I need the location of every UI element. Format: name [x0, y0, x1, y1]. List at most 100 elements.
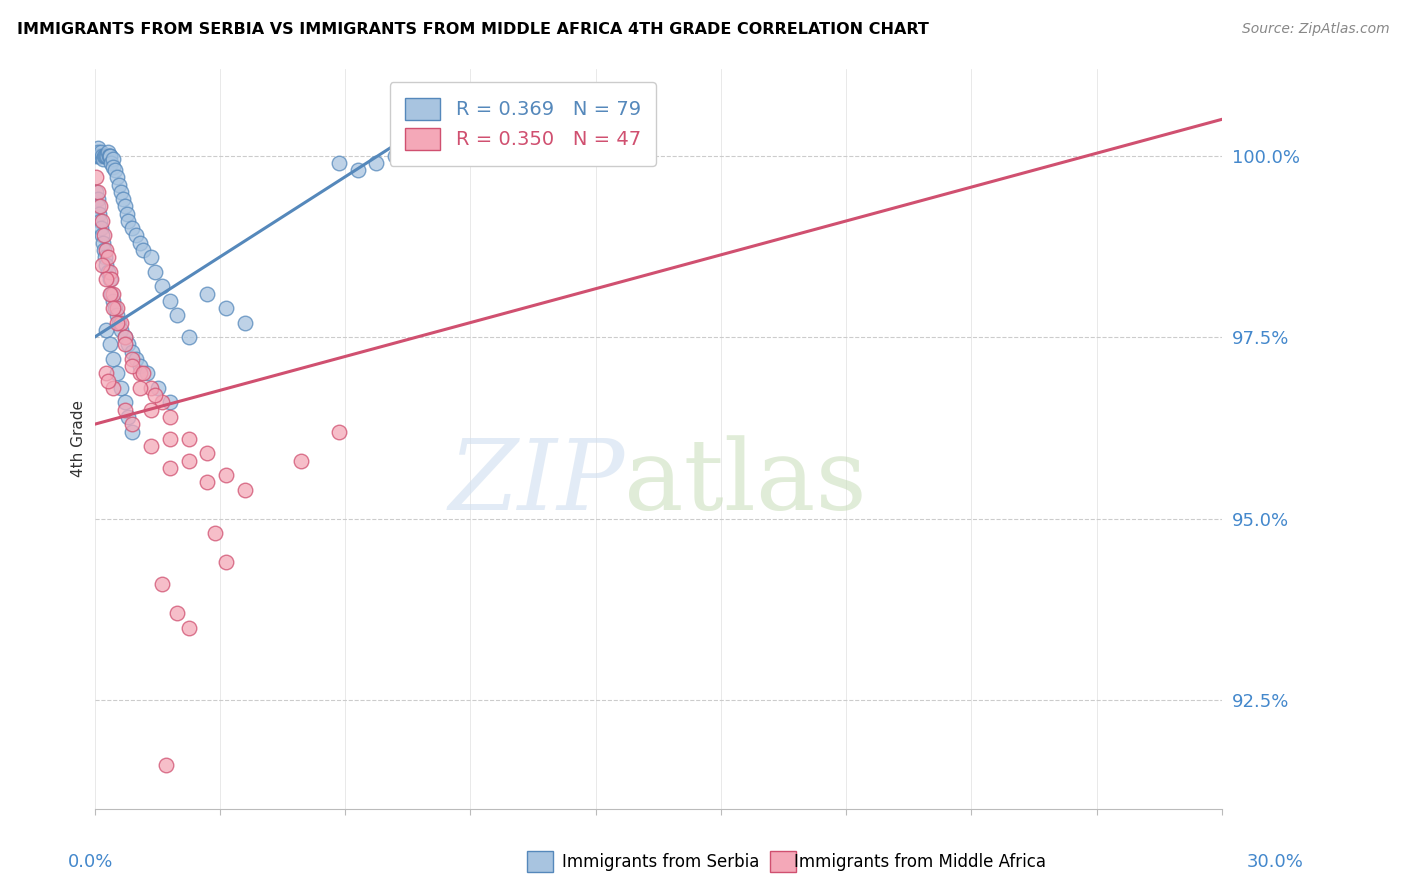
Point: [117, 409, 139, 424]
Point: [94, 250, 117, 264]
Point: [121, 425, 143, 439]
Point: [94, 272, 117, 286]
Point: [117, 214, 139, 228]
Point: [91, 214, 114, 228]
Point: [132, 367, 155, 381]
Point: [97, 250, 120, 264]
Point: [86, 141, 108, 155]
Point: [91, 235, 114, 250]
Point: [98, 265, 121, 279]
Point: [204, 526, 226, 541]
Point: [215, 555, 238, 569]
Point: [290, 453, 312, 467]
Point: [105, 309, 128, 323]
Point: [86, 192, 108, 206]
Point: [177, 330, 200, 344]
Point: [148, 381, 170, 395]
Point: [97, 145, 120, 159]
Point: [117, 337, 139, 351]
Point: [98, 337, 121, 351]
Point: [94, 148, 117, 162]
Point: [103, 293, 125, 308]
Point: [121, 351, 143, 366]
Point: [108, 178, 131, 192]
Point: [128, 381, 150, 395]
Point: [159, 395, 181, 409]
Point: [105, 170, 128, 185]
Point: [166, 309, 188, 323]
Point: [114, 330, 136, 344]
Point: [87, 148, 110, 162]
Point: [121, 221, 143, 235]
Point: [90, 221, 112, 235]
Point: [150, 279, 173, 293]
Point: [94, 323, 117, 337]
Point: [90, 145, 112, 159]
Point: [103, 351, 125, 366]
Point: [114, 199, 136, 213]
Point: [98, 148, 121, 162]
Point: [100, 272, 122, 286]
Point: [125, 228, 148, 243]
Point: [114, 337, 136, 351]
Point: [139, 250, 162, 264]
Point: [105, 316, 128, 330]
Point: [128, 235, 150, 250]
Point: [87, 207, 110, 221]
Point: [114, 395, 136, 409]
Point: [87, 199, 110, 213]
Point: [97, 148, 120, 162]
Point: [114, 330, 136, 344]
Point: [98, 148, 121, 162]
Point: [86, 185, 108, 199]
Point: [87, 185, 110, 199]
Point: [94, 367, 117, 381]
Point: [105, 367, 128, 381]
Point: [384, 148, 406, 162]
Point: [150, 577, 173, 591]
Point: [177, 432, 200, 446]
Point: [105, 301, 128, 315]
Point: [121, 417, 143, 432]
Point: [328, 425, 350, 439]
Point: [128, 359, 150, 373]
Point: [94, 243, 117, 257]
Point: [94, 258, 117, 272]
Text: Source: ZipAtlas.com: Source: ZipAtlas.com: [1241, 22, 1389, 37]
Point: [478, 148, 501, 162]
Point: [93, 148, 115, 162]
Point: [93, 228, 115, 243]
Point: [89, 199, 111, 213]
Point: [155, 758, 177, 772]
Point: [100, 286, 122, 301]
Point: [103, 381, 125, 395]
Point: [94, 148, 117, 162]
Point: [125, 351, 148, 366]
Point: [110, 185, 132, 199]
Text: Immigrants from Middle Africa: Immigrants from Middle Africa: [794, 853, 1046, 871]
Point: [346, 163, 368, 178]
Point: [91, 258, 114, 272]
Point: [98, 286, 121, 301]
Point: [233, 483, 256, 497]
Point: [121, 344, 143, 359]
Legend: R = 0.369   N = 79, R = 0.350   N = 47: R = 0.369 N = 79, R = 0.350 N = 47: [389, 82, 657, 166]
Point: [195, 446, 218, 460]
Text: 30.0%: 30.0%: [1247, 853, 1303, 871]
Point: [159, 460, 181, 475]
Point: [86, 170, 108, 185]
Point: [166, 606, 188, 620]
Point: [104, 301, 127, 315]
Point: [110, 316, 132, 330]
Point: [136, 367, 159, 381]
Point: [103, 286, 125, 301]
Point: [159, 293, 181, 308]
Point: [91, 153, 114, 167]
Text: ZIP: ZIP: [449, 435, 624, 531]
Point: [87, 145, 110, 159]
Point: [159, 409, 181, 424]
Point: [100, 156, 122, 170]
Text: Immigrants from Serbia: Immigrants from Serbia: [562, 853, 759, 871]
Point: [91, 148, 114, 162]
Point: [159, 432, 181, 446]
